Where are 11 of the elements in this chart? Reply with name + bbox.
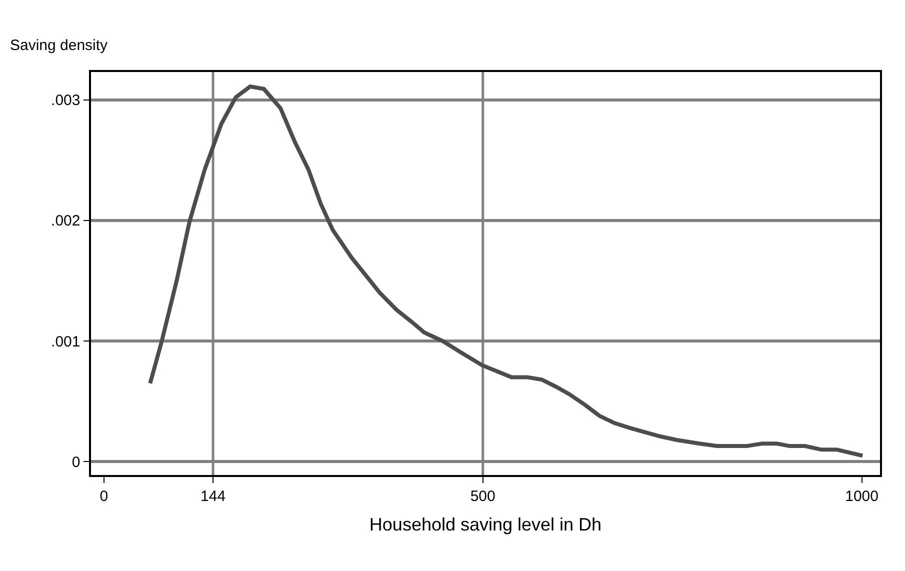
x-tick-label: 500 [470, 488, 496, 505]
line-series [148, 84, 865, 458]
y-tick-label: 0 [72, 454, 80, 471]
y-tick-label: .001 [51, 333, 80, 350]
x-tick-label: 1000 [845, 488, 878, 505]
x-axis-title: Household saving level in Dh [369, 514, 602, 534]
y-axis-title: Saving density [10, 37, 108, 54]
x-tick-label: 144 [200, 488, 226, 505]
y-tick-label: .003 [51, 92, 80, 109]
y-tick-label: .002 [51, 212, 80, 230]
x-tick-label: 0 [100, 488, 108, 505]
